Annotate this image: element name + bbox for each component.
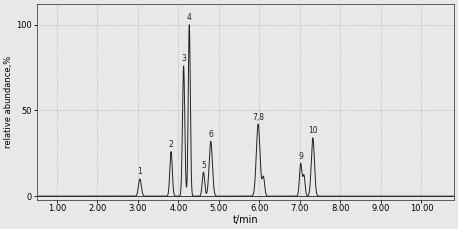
Text: 6: 6 xyxy=(208,130,213,139)
Text: 4: 4 xyxy=(187,13,192,22)
Text: 3: 3 xyxy=(181,54,186,63)
Text: 9: 9 xyxy=(298,152,303,161)
X-axis label: t/min: t/min xyxy=(232,215,258,225)
Text: 10: 10 xyxy=(308,126,318,135)
Text: 5: 5 xyxy=(201,161,206,170)
Text: 2: 2 xyxy=(169,140,174,149)
Y-axis label: relative abundance,%: relative abundance,% xyxy=(4,56,13,148)
Text: 1: 1 xyxy=(137,167,142,176)
Text: 7,8: 7,8 xyxy=(252,113,264,122)
